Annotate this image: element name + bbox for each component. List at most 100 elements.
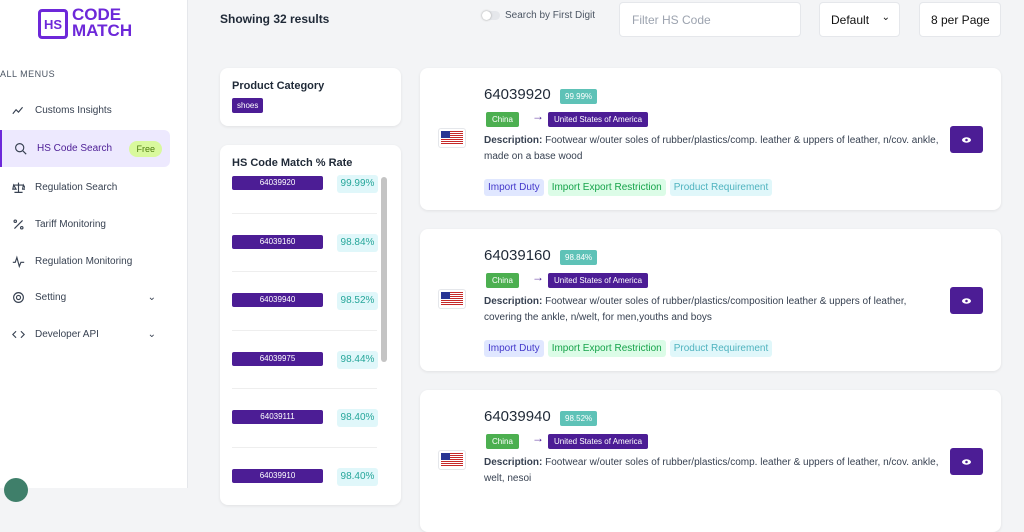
menu-label: Setting — [35, 292, 67, 303]
sort-value: Default — [831, 13, 870, 27]
hs-code: 64039160 — [484, 247, 551, 264]
chevron: ⌄ — [147, 292, 156, 303]
divider — [232, 446, 377, 448]
tag[interactable]: Import Export Restriction — [547, 340, 666, 357]
menu-item[interactable]: Customs Insights — [0, 92, 170, 129]
match-title: HS Code Match % Rate — [232, 157, 353, 169]
flag — [441, 453, 463, 466]
menu-item[interactable]: HS Code Search Free — [0, 130, 170, 167]
tags: Import Duty Import Export Restriction Prod… — [484, 177, 776, 196]
menu-label: Tariff Monitoring — [35, 219, 106, 230]
eye-icon — [962, 136, 971, 143]
result-card: 64039940 98.52% China → United States of Ame… — [420, 390, 1001, 532]
arrow: → — [532, 431, 544, 445]
divider — [232, 329, 377, 331]
match-rate: 98.40% — [337, 467, 378, 486]
match-code: 64039940 — [232, 293, 323, 307]
description-text: Footwear w/outer soles of rubber/plastic… — [484, 296, 907, 323]
sort-select[interactable]: Default ⌄ — [819, 2, 900, 37]
menu-label: Regulation Search — [35, 182, 118, 193]
tags: Import Duty Import Export Restriction Prod… — [484, 338, 776, 357]
origin: China — [486, 434, 519, 449]
view-button[interactable] — [950, 126, 983, 153]
category-title: Product Category — [232, 80, 325, 92]
flag — [441, 131, 463, 144]
match-code: 64039160 — [232, 234, 323, 249]
match-rate: 99.99% — [337, 175, 378, 193]
description-label: Description: — [484, 296, 543, 307]
menu-label: Regulation Monitoring — [35, 256, 133, 267]
match-code: 64039975 — [232, 351, 323, 366]
origin: China — [486, 273, 519, 288]
description: Description: Footwear w/outer soles of r… — [484, 133, 944, 165]
logo-line: MATCH — [72, 21, 133, 40]
match-rate: 98.84% — [337, 233, 378, 252]
flag-box — [438, 128, 466, 148]
divider — [232, 388, 377, 389]
tag[interactable]: Import Duty — [484, 179, 544, 196]
match-rate: 98.84% — [560, 250, 598, 265]
view-button[interactable] — [950, 287, 983, 314]
menu-badge: Free — [129, 140, 162, 157]
origin: China — [486, 112, 519, 127]
menu-icon — [12, 106, 23, 115]
match-code: 64039111 — [232, 410, 323, 424]
tag[interactable]: Product Requirement — [669, 340, 773, 357]
toggle[interactable] — [482, 11, 500, 20]
arrow: → — [532, 109, 544, 123]
description-label: Description: — [484, 457, 543, 468]
destination: United States of America — [548, 273, 649, 288]
menu-label: HS Code Search — [37, 143, 113, 154]
menu-icon — [12, 255, 25, 268]
logo-icon: HS — [38, 9, 68, 39]
menu-icon — [12, 182, 25, 193]
logo-text: CODE MATCH — [72, 5, 133, 40]
menu-item[interactable]: Regulation Monitoring — [0, 243, 170, 280]
menu-icon — [13, 292, 24, 303]
chevron: ⌄ — [147, 329, 156, 340]
hs-code: 64039940 — [484, 408, 551, 425]
tag[interactable]: Import Export Restriction — [547, 179, 666, 196]
menu-item[interactable]: Regulation Search — [0, 169, 170, 206]
arrow: → — [532, 270, 544, 284]
category-card: Product Category shoes — [220, 68, 401, 126]
flag-box — [438, 289, 466, 309]
menu-item[interactable]: Setting ⌄ — [0, 279, 170, 316]
match-card: HS Code Match % Rate 64039920 99.99% 64039… — [220, 145, 401, 505]
flag — [441, 292, 463, 305]
match-rate: 98.52% — [560, 411, 598, 426]
divider — [232, 212, 377, 214]
description: Description: Footwear w/outer soles of r… — [484, 294, 944, 326]
logo-line: CODE — [72, 5, 122, 24]
avatar — [4, 478, 28, 502]
view-button[interactable] — [950, 448, 983, 475]
sidebar: HS CODE MATCH ALL MENUS Customs Insights H… — [0, 0, 188, 502]
menu-icon — [13, 219, 24, 230]
filter-input[interactable]: Filter HS Code — [619, 2, 801, 37]
menu-label: Developer API — [35, 329, 99, 340]
match-code: 64039920 — [232, 176, 323, 190]
menu-icon — [12, 330, 25, 339]
description-text: Footwear w/outer soles of rubber/plastic… — [484, 135, 939, 162]
match-code: 64039910 — [232, 468, 323, 483]
tag[interactable]: Import Duty — [484, 340, 544, 357]
category-tag: shoes — [232, 98, 264, 113]
description-label: Description: — [484, 135, 543, 146]
hs-code: 64039920 — [484, 86, 551, 103]
page: HS CODE MATCH ALL MENUS Customs Insights H… — [0, 0, 1001, 532]
result-card: 64039160 98.84% China → United States of Ame… — [420, 229, 1001, 371]
match-rate: 99.99% — [560, 89, 598, 104]
tag[interactable]: Product Requirement — [669, 179, 773, 196]
eye-icon — [962, 297, 971, 304]
menu-item[interactable]: Tariff Monitoring — [0, 206, 170, 243]
match-rate: 98.40% — [337, 409, 378, 427]
flag-box — [438, 450, 466, 470]
scrollbar[interactable] — [381, 177, 387, 362]
menu-heading: ALL MENUS — [0, 69, 56, 79]
menu-item[interactable]: Developer API ⌄ — [0, 316, 170, 353]
destination: United States of America — [548, 112, 649, 127]
match-rate: 98.52% — [337, 292, 378, 310]
menu-icon — [15, 143, 27, 155]
per-page-select[interactable]: 8 per Page — [919, 2, 1001, 37]
result-card: 64039920 99.99% China → United States of Ame… — [420, 68, 1001, 210]
